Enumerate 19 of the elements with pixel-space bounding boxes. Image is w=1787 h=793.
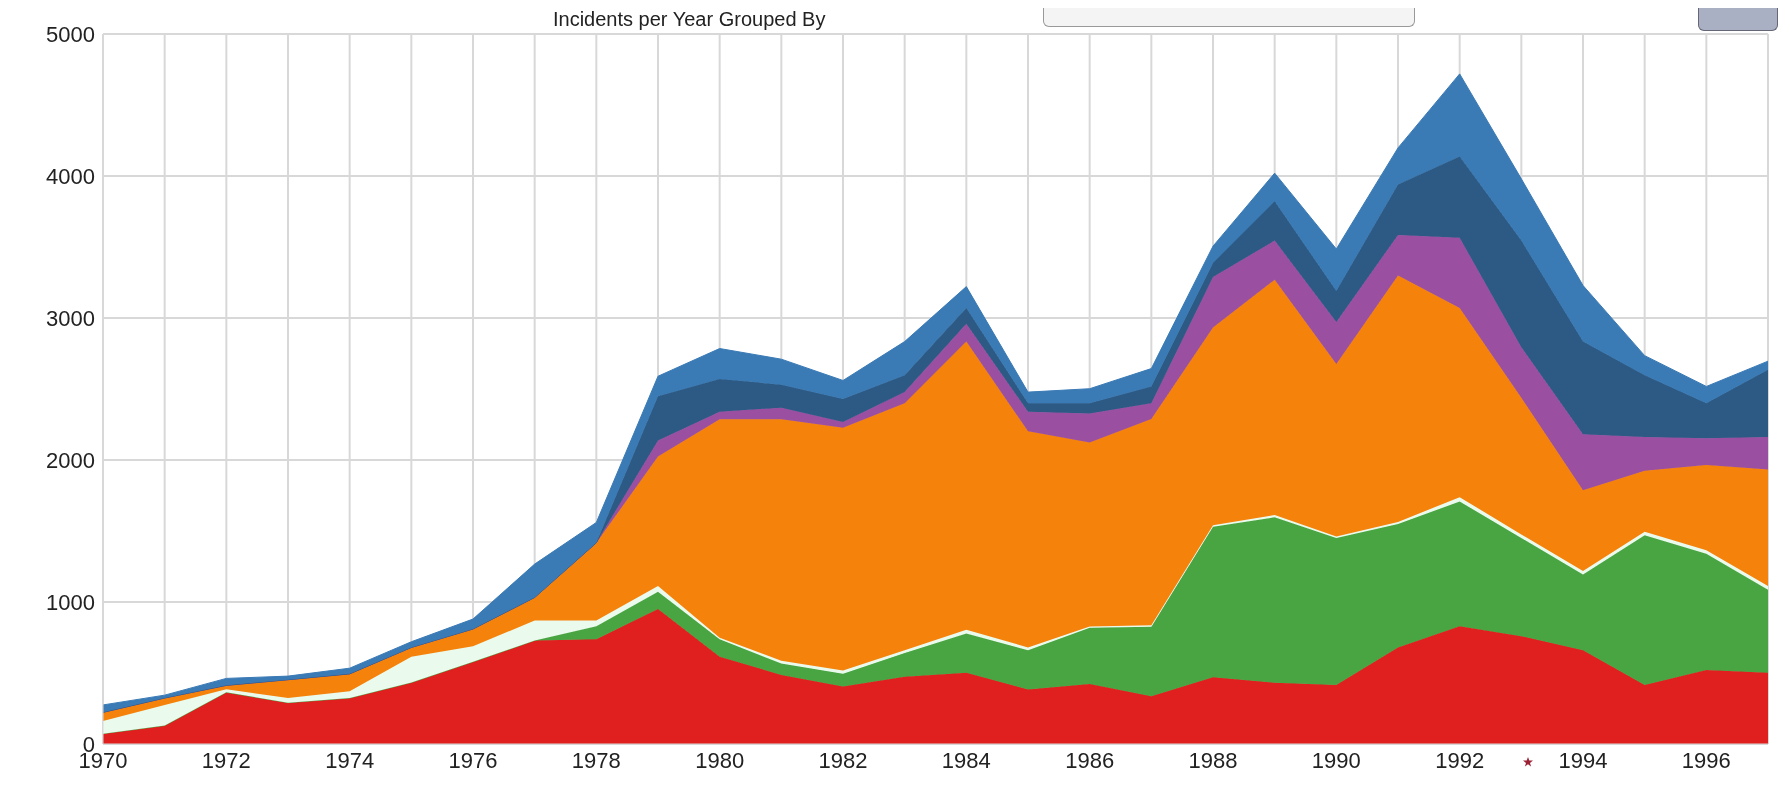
x-tick-label: 1990 [1311, 747, 1361, 773]
y-tick-label: 4000 [46, 163, 95, 189]
y-tick-label: 2000 [46, 447, 95, 473]
y-tick-label: 3000 [46, 305, 95, 331]
x-tick-label: 1978 [571, 747, 621, 773]
x-tick-label: 1984 [941, 747, 991, 773]
y-tick-label: 5000 [46, 21, 95, 47]
x-tick-label: 1996 [1681, 747, 1731, 773]
chart-title: Incidents per Year Grouped By [553, 8, 826, 30]
x-tick-label: 1982 [818, 747, 868, 773]
x-tick-label: 1994 [1558, 747, 1608, 773]
y-tick-label: 1000 [46, 589, 95, 615]
x-tick-label: 1986 [1065, 747, 1115, 773]
x-tick-label: 1972 [201, 747, 251, 773]
x-tick-label: 1980 [695, 747, 745, 773]
x-tick-label: 1976 [448, 747, 498, 773]
x-tick-label: 1992 [1435, 747, 1485, 773]
x-tick-label: 1974 [325, 747, 375, 773]
x-tick-label: 1988 [1188, 747, 1238, 773]
